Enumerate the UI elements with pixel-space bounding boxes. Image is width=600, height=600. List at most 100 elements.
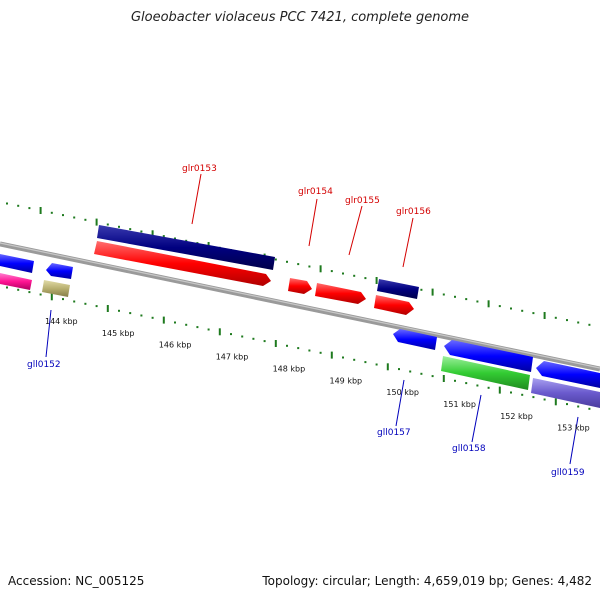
scale-major-tick [106, 305, 109, 312]
scale-major-tick [487, 300, 490, 308]
scale-minor-tick [286, 260, 288, 263]
scale-major-tick [274, 340, 277, 347]
scale-minor-tick [62, 214, 64, 217]
scale-minor-tick [420, 288, 423, 291]
scale-minor-tick [185, 239, 188, 242]
scale-major-tick [442, 375, 445, 382]
scale-minor-tick [375, 363, 378, 366]
gene-glr0154-arrow[interactable] [288, 278, 312, 294]
accession-text: Accession: NC_005125 [8, 574, 145, 588]
gene-left-magenta-arrow[interactable] [0, 273, 32, 290]
gene-gll0159-arrow[interactable] [531, 378, 600, 408]
scale-minor-tick [554, 316, 557, 319]
scale-minor-tick [50, 211, 53, 214]
gene-gll0158-arrow[interactable] [444, 340, 533, 372]
scale-minor-tick [28, 291, 31, 294]
scale-minor-tick [297, 347, 300, 350]
scale-major-tick [151, 230, 154, 238]
scale-minor-tick [409, 370, 412, 373]
scale-minor-tick [28, 207, 31, 210]
scale-major-tick [498, 386, 501, 394]
scale-major-tick [330, 351, 333, 359]
scale-major-tick [319, 265, 322, 273]
scale-major-tick [162, 316, 165, 324]
scale-label: 147 kbp [216, 353, 249, 362]
scale-label: 150 kbp [386, 388, 419, 397]
scale-minor-tick [129, 228, 132, 231]
scale-minor-tick [106, 223, 109, 226]
scale-major-tick [375, 277, 378, 284]
gene-label-glr0155[interactable]: glr0155 [345, 196, 380, 206]
scale-label: 149 kbp [330, 376, 363, 385]
scale-label: 148 kbp [273, 364, 306, 373]
scale-minor-tick [308, 349, 311, 352]
gene-glr0153b-arrow[interactable] [94, 241, 271, 286]
scale-minor-tick [521, 309, 524, 312]
scale-minor-tick [521, 393, 524, 396]
scale-minor-tick [319, 351, 322, 354]
scale-major-tick [39, 207, 42, 214]
scale-minor-tick [532, 312, 535, 315]
map-title: Gloeobacter violaceus PCC 7421, complete… [130, 10, 470, 25]
scale-minor-tick [465, 298, 468, 301]
genome-backbone [0, 241, 600, 372]
scale-minor-tick [274, 258, 277, 261]
scale-minor-tick [465, 382, 468, 385]
gene-gll0152-arrow[interactable] [42, 280, 70, 297]
scale-minor-tick [588, 323, 591, 326]
scale-minor-tick [174, 321, 176, 324]
scale-major-tick [431, 288, 434, 296]
scale-minor-tick [532, 396, 535, 399]
scale-minor-tick [230, 333, 232, 336]
gene-right-blue-arrow[interactable] [536, 361, 600, 388]
scale-major-tick [386, 363, 389, 371]
scale-minor-tick [129, 312, 132, 315]
scale-minor-tick [95, 305, 98, 308]
scale-minor-tick [510, 391, 512, 394]
scale-minor-tick [6, 286, 8, 289]
gene-label-gll0159[interactable]: gll0159 [551, 468, 585, 478]
scale-minor-tick [151, 316, 154, 319]
scale-minor-tick [84, 302, 87, 305]
scale-minor-tick [39, 293, 42, 296]
scale-minor-tick [510, 307, 512, 310]
gene-glr0156-arrow[interactable] [377, 279, 419, 299]
scale-minor-tick [140, 230, 143, 233]
gene-label-glr0154[interactable]: glr0154 [298, 187, 333, 197]
scale-minor-tick [454, 379, 456, 382]
gene-glr0155-arrow[interactable] [315, 283, 366, 304]
gene-label-gll0152[interactable]: gll0152 [27, 360, 61, 370]
scale-minor-tick [588, 407, 591, 410]
scale-minor-tick [297, 263, 300, 266]
scale-minor-tick [577, 405, 580, 408]
scale-minor-tick [185, 323, 188, 326]
scale-minor-tick [118, 309, 120, 312]
scale-minor-tick [73, 216, 76, 219]
scale-minor-tick [498, 305, 501, 308]
scale-minor-tick [577, 321, 580, 324]
scale-minor-tick [17, 288, 20, 291]
gene-label-glr0156[interactable]: glr0156 [396, 207, 431, 217]
gene-left-blue-arrow[interactable] [0, 254, 34, 273]
scale-minor-tick [476, 384, 479, 387]
gene-glr0156b-arrow[interactable] [374, 295, 414, 315]
scale-minor-tick [454, 295, 456, 298]
gene-gll0158b-arrow[interactable] [441, 356, 530, 390]
scale-minor-tick [476, 300, 479, 303]
scale-minor-tick [140, 314, 143, 317]
scale-label: 153 kbp [557, 424, 590, 433]
scale-minor-tick [364, 361, 367, 364]
scale-minor-tick [330, 270, 333, 273]
scale-major-tick [543, 312, 546, 319]
gene-label-gll0158[interactable]: gll0158 [452, 444, 486, 454]
gene-glr0153-arrow[interactable] [97, 225, 275, 270]
label-connectors [45, 173, 579, 465]
scale-label: 146 kbp [159, 341, 192, 350]
gene-left-blue-small-arrow[interactable] [46, 263, 73, 279]
scale-minor-tick [342, 272, 344, 275]
scale-minor-tick [286, 344, 288, 347]
gene-label-glr0153[interactable]: glr0153 [182, 164, 217, 174]
gene-label-gll0157[interactable]: gll0157 [377, 428, 411, 438]
gene-gll0157-arrow[interactable] [393, 329, 437, 350]
